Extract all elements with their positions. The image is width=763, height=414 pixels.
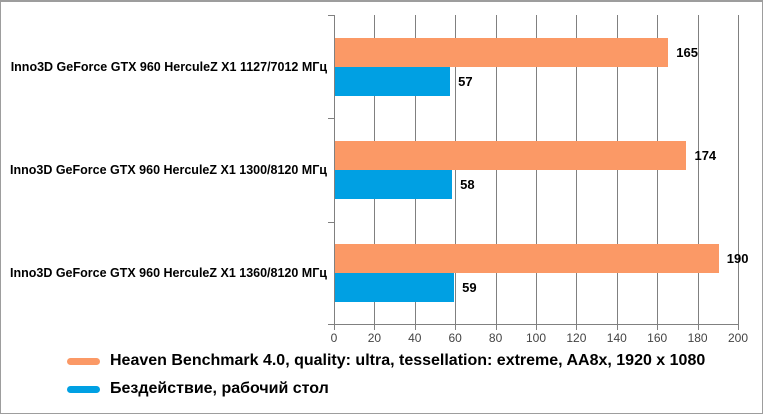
- axis-tick: [374, 324, 376, 330]
- x-tick-label: 20: [367, 331, 382, 345]
- legend-item-benchmark: Heaven Benchmark 4.0, quality: ultra, te…: [67, 351, 705, 371]
- axis-tick: [738, 324, 739, 330]
- x-tick-label: 160: [647, 331, 668, 345]
- x-tick-label: 120: [566, 331, 587, 345]
- value-label: 190: [726, 251, 749, 267]
- axis-tick: [657, 324, 659, 330]
- category-label: Inno3D GeForce GTX 960 HerculeZ X1 1360/…: [10, 266, 327, 281]
- x-tick-label: 60: [448, 331, 462, 345]
- category-tick: [328, 118, 335, 119]
- axis-tick: [616, 324, 618, 330]
- category-tick: [328, 324, 335, 325]
- value-label: 57: [458, 73, 473, 89]
- value-label: 59: [462, 280, 477, 296]
- bar-idle: [335, 66, 451, 96]
- legend-label: Бездействие, рабочий стол: [110, 380, 329, 397]
- axis-tick: [495, 324, 497, 330]
- bar-benchmark: [335, 37, 669, 67]
- gridline: [697, 15, 699, 324]
- axis-tick: [576, 324, 578, 330]
- x-tick-label: 140: [606, 331, 627, 345]
- x-tick-label: 0: [330, 331, 338, 345]
- x-tick-label: 180: [687, 331, 708, 345]
- category-label: Inno3D GeForce GTX 960 HerculeZ X1 1300/…: [10, 163, 327, 177]
- x-tick-label: 200: [727, 331, 749, 345]
- axis-tick: [455, 324, 457, 330]
- value-label: 174: [694, 148, 717, 163]
- x-tick-label: 80: [488, 331, 503, 345]
- x-tick-label: 40: [408, 331, 422, 345]
- legend-swatch: [67, 357, 100, 365]
- legend-swatch: [67, 385, 100, 393]
- axis-tick: [697, 324, 699, 330]
- legend: Heaven Benchmark 4.0, quality: ultra, te…: [67, 351, 705, 407]
- value-label: 165: [676, 44, 698, 60]
- category-tick: [328, 15, 335, 16]
- legend-label: Heaven Benchmark 4.0, quality: ultra, te…: [110, 352, 706, 369]
- bar-idle: [335, 273, 455, 303]
- value-label: 58: [460, 177, 475, 192]
- axis-tick: [536, 324, 537, 330]
- axis-tick: [414, 324, 416, 330]
- gridline: [738, 15, 739, 324]
- bar-idle: [335, 170, 453, 199]
- x-tick-label: 100: [525, 331, 547, 345]
- axis-tick: [334, 324, 335, 330]
- bar-benchmark: [335, 244, 719, 274]
- category-tick: [328, 222, 335, 223]
- legend-item-idle: Бездействие, рабочий стол: [67, 379, 705, 399]
- plot-area: 165 57 174 58 190 59: [328, 15, 749, 330]
- bar-benchmark: [335, 141, 687, 170]
- category-label: Inno3D GeForce GTX 960 HerculeZ X1 1127/…: [10, 59, 327, 74]
